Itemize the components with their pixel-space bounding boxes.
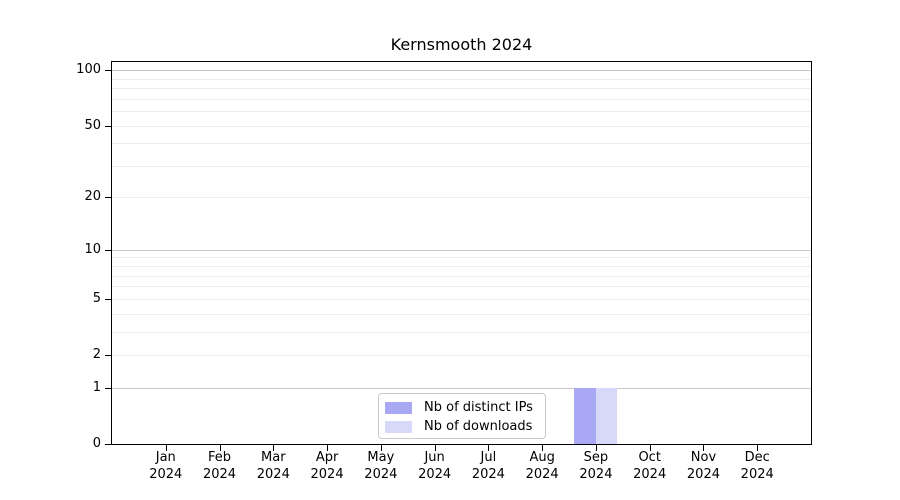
y-tick (105, 70, 112, 72)
gridline-minor (112, 78, 811, 80)
bar-downloads (595, 387, 618, 444)
x-tick-label: Sep 2024 (579, 450, 613, 482)
y-tick-label: 10 (84, 241, 101, 257)
gridline-minor (112, 275, 811, 277)
gridline-minor (112, 143, 811, 145)
gridline-major (112, 70, 811, 72)
legend-swatch-downloads (385, 420, 412, 433)
legend-swatch-distinct-ips (385, 401, 412, 414)
gridline-major (112, 387, 811, 389)
x-tick-label: Jul 2024 (471, 450, 505, 482)
x-tick-label: Jun 2024 (418, 450, 452, 482)
legend-label-distinct-ips: Nb of distinct IPs (424, 400, 533, 415)
x-tick-label: May 2024 (364, 450, 398, 482)
x-tick-label: Aug 2024 (525, 450, 559, 482)
gridline-minor (112, 125, 811, 127)
x-tick (434, 445, 436, 451)
gridline-minor (112, 98, 811, 100)
gridline-minor (112, 331, 811, 333)
legend-label-downloads: Nb of downloads (424, 419, 533, 434)
x-tick (542, 445, 544, 451)
x-tick (165, 445, 167, 451)
bar-distinct-ips (574, 387, 596, 444)
y-tick-label: 0 (92, 436, 101, 451)
x-tick (273, 445, 275, 451)
x-tick (488, 445, 490, 451)
x-tick-label: Jan 2024 (149, 450, 183, 482)
gridline-minor (112, 355, 811, 356)
y-tick (105, 355, 112, 356)
y-tick (105, 197, 112, 199)
x-tick (757, 445, 759, 451)
y-tick (105, 125, 112, 127)
gridline-minor (112, 257, 811, 259)
gridline-minor (112, 286, 811, 288)
gridline-minor (112, 266, 811, 268)
chart-title: Kernsmooth 2024 (390, 35, 533, 54)
x-tick-label: Nov 2024 (686, 450, 720, 482)
x-tick (703, 445, 705, 451)
x-tick-label: Dec 2024 (740, 450, 774, 482)
gridline-minor (112, 298, 811, 300)
x-tick (595, 445, 597, 451)
gridline-minor (112, 111, 811, 113)
x-tick (380, 445, 382, 451)
y-tick (105, 249, 112, 251)
y-tick (105, 298, 112, 300)
y-tick-label: 2 (92, 347, 101, 362)
gridline-minor (112, 313, 811, 315)
gridline-minor (112, 197, 811, 199)
legend: Nb of distinct IPs Nb of downloads (378, 393, 546, 439)
x-tick-label: Oct 2024 (633, 450, 667, 482)
gridline-minor (112, 88, 811, 90)
x-tick-label: Apr 2024 (310, 450, 344, 482)
x-tick-label: Mar 2024 (256, 450, 290, 482)
gridline-minor (112, 165, 811, 167)
y-tick-label: 1 (92, 379, 101, 395)
y-tick (105, 444, 112, 445)
y-tick-label: 5 (92, 290, 101, 306)
y-tick-label: 20 (84, 189, 101, 205)
x-tick (649, 445, 651, 451)
legend-item-distinct-ips: Nb of distinct IPs (385, 398, 545, 417)
gridline-major (112, 249, 811, 251)
x-tick (219, 445, 221, 451)
y-tick-label: 50 (84, 117, 101, 133)
legend-item-downloads: Nb of downloads (385, 417, 545, 436)
x-tick (327, 445, 329, 451)
x-tick-label: Feb 2024 (202, 450, 237, 482)
y-tick-label: 100 (76, 62, 101, 78)
plot-area (111, 61, 812, 445)
y-tick (105, 387, 112, 389)
